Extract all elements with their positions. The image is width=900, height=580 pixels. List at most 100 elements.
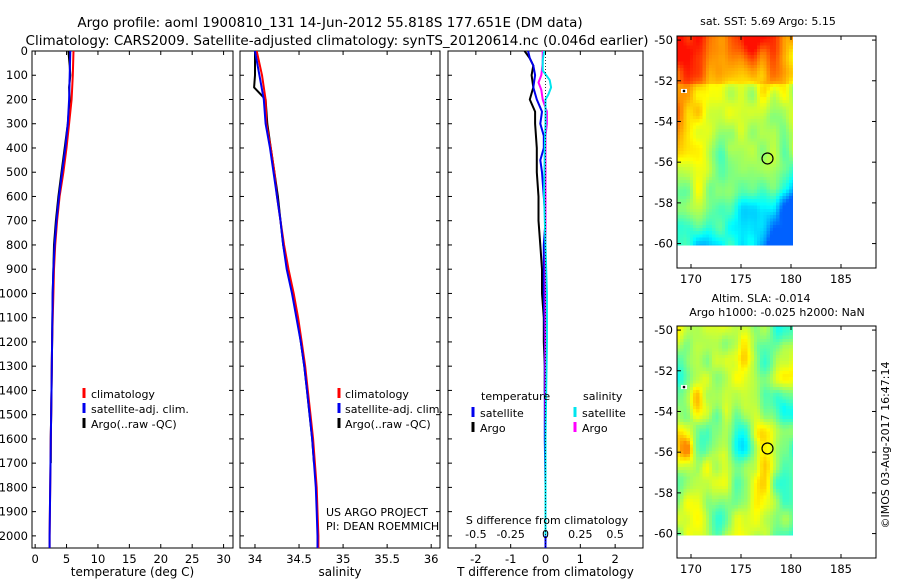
sla-map-cell [693, 428, 697, 432]
sla-map-cell [680, 447, 684, 452]
sla-map-cell [699, 431, 703, 436]
sst-map-cell [718, 160, 723, 165]
sst-map-cell [750, 186, 755, 190]
sst-map-cell [785, 141, 790, 146]
sla-map-cell [712, 431, 716, 436]
sst-map-cell [696, 237, 700, 242]
sla-map-cell [715, 332, 719, 336]
sst-map-cell [744, 164, 748, 168]
sla-map-cell [728, 460, 732, 464]
sst-map-cell [699, 80, 703, 85]
sla-map-cell [792, 450, 793, 455]
sla-map-cell [753, 412, 758, 416]
sla-map-cell [680, 329, 684, 333]
sst-map-cell [709, 87, 713, 91]
sst-map-cell [693, 234, 697, 238]
sst-map-cell [696, 77, 700, 82]
sla-map-cell [760, 390, 764, 394]
sst-map-cell [741, 36, 745, 40]
sst-map-cell [782, 132, 787, 136]
sla-map-cell [715, 492, 719, 496]
sla-map-cell [763, 476, 767, 480]
sst-map-cell [689, 80, 694, 85]
sst-map-cell [750, 80, 755, 85]
sla-map-cell [741, 386, 745, 391]
sla-map-cell [731, 370, 735, 375]
sst-map-cell [718, 128, 723, 133]
sla-map-cell [734, 492, 739, 496]
sla-map-cell [718, 479, 723, 484]
sla-map-cell [696, 486, 700, 490]
sst-map-cell [683, 170, 687, 174]
sla-map-cell [779, 460, 783, 464]
sla-map-cell [737, 482, 742, 487]
sst-map-cell [737, 173, 742, 178]
sla-map-cell [737, 428, 742, 432]
sla-map-cell [699, 361, 703, 365]
sst-map-cell [744, 48, 748, 53]
sla-map-cell [721, 342, 726, 346]
sla-map-cell [782, 502, 787, 506]
sla-map-cell [680, 502, 684, 506]
sla-map-cell [686, 502, 691, 506]
sst-map-cell [757, 71, 761, 75]
sla-map-cell [763, 402, 767, 407]
sla-map-cell [776, 450, 780, 455]
sla-map-cell [702, 441, 707, 445]
sla-map-cell [718, 345, 723, 349]
sla-map-cell [782, 345, 787, 349]
sla-map-cell [779, 476, 783, 480]
sla-map-cell [693, 489, 697, 493]
sla-map-cell [757, 495, 761, 500]
temperature-ytick-label: 1300 [0, 359, 28, 373]
sst-map-cell [776, 170, 780, 174]
sst-map-cell [792, 106, 793, 110]
sst-map-cell [763, 218, 767, 222]
sst-map-cell [766, 231, 771, 235]
sla-map-cell [712, 502, 716, 506]
sla-map-cell [693, 511, 697, 516]
sla-map-cell [773, 479, 777, 484]
sla-map-cell [750, 345, 755, 349]
sst-map-cell [725, 87, 729, 91]
sst-map-cell [792, 90, 793, 94]
sla-map-cell [709, 498, 713, 503]
sla-map-cell [680, 495, 684, 500]
sst-map-cell [760, 138, 764, 142]
sla-map-cell [776, 511, 780, 516]
sla-map-cell [744, 342, 748, 346]
sla-map-cell [757, 422, 761, 426]
sla-map-cell [747, 431, 751, 436]
sst-map-cell [705, 186, 710, 190]
sst-map-cell [744, 240, 748, 245]
sst-map-cell [689, 90, 694, 94]
sla-map-cell [696, 444, 700, 448]
sst-map-cell [766, 186, 771, 190]
sst-map-cell [763, 36, 767, 40]
sst-map-cell [773, 64, 777, 69]
sla-map-cell [789, 380, 793, 384]
sst-map-cell [718, 100, 723, 104]
sst-map-cell [760, 61, 764, 66]
sst-map-cell [677, 180, 681, 184]
sla-map-cell [737, 473, 742, 477]
sst-map-cell [741, 202, 745, 206]
sst-map-cell [683, 189, 687, 194]
sla-map-cell [769, 470, 774, 474]
sst-map-cell [734, 39, 739, 43]
sst-map-cell [696, 151, 700, 155]
sla-map-cell [757, 364, 761, 368]
sla-map-cell [734, 473, 739, 477]
sst-map-cell [734, 176, 739, 181]
sst-map-cell [750, 52, 755, 56]
sla-map-cell [718, 377, 723, 381]
sla-map-cell [737, 364, 742, 368]
sla-map-cell [721, 518, 726, 522]
sst-map-cell [725, 221, 729, 226]
sst-map-cell [686, 39, 691, 43]
sla-map-cell [773, 367, 777, 372]
sst-map-cell [734, 80, 739, 85]
sst-map-cell [689, 228, 694, 232]
sla-map-cell [763, 457, 767, 461]
sst-map-cell [773, 167, 777, 171]
